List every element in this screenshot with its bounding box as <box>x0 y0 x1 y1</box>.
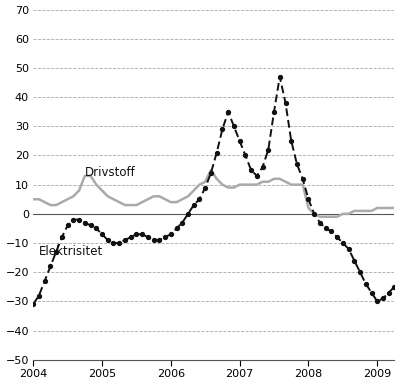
Text: Elektrisitet: Elektrisitet <box>39 245 103 258</box>
Text: Drivstoff: Drivstoff <box>85 166 136 179</box>
